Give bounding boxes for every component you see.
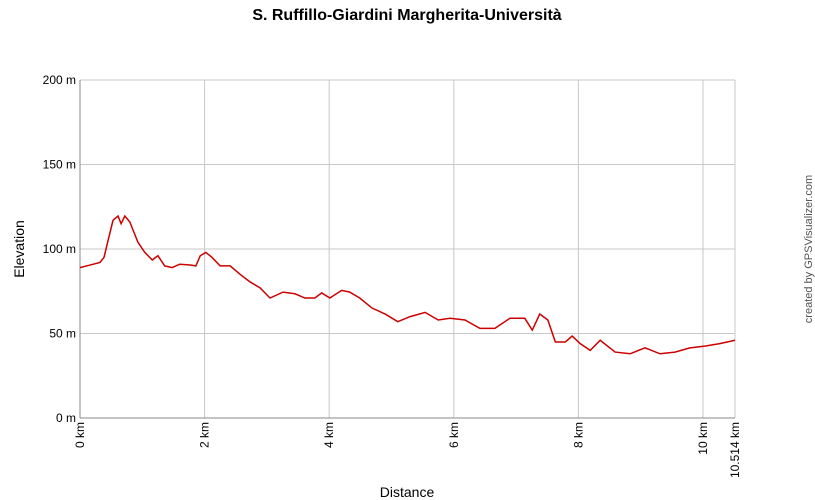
x-tick-label: 2 km <box>198 422 212 448</box>
y-tick-label: 200 m <box>43 73 76 87</box>
y-axis-label: Elevation <box>11 220 27 278</box>
x-tick-label: 6 km <box>447 422 461 448</box>
watermark: created by GPSVisualizer.com <box>803 175 815 323</box>
chart-title: S. Ruffillo-Giardini Margherita-Universi… <box>252 7 561 24</box>
x-tick-label: 0 km <box>73 422 87 448</box>
x-tick-label: 4 km <box>322 422 336 448</box>
y-tick-label: 150 m <box>43 158 76 172</box>
x-tick-label: 10 km <box>696 422 710 455</box>
y-tick-label: 0 m <box>56 411 76 425</box>
y-tick-label: 100 m <box>43 242 76 256</box>
y-tick-label: 50 m <box>49 327 76 341</box>
x-axis-label: Distance <box>380 484 435 500</box>
x-tick-label: 8 km <box>571 422 585 448</box>
x-tick-label: 10.514 km <box>728 422 742 478</box>
elevation-line <box>79 214 736 355</box>
